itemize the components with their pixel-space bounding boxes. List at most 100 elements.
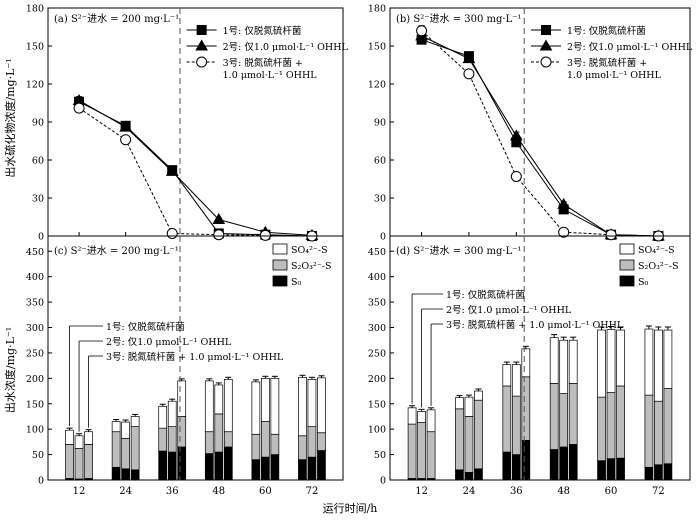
panel-c-bar-segment-s2o3	[74, 448, 84, 480]
panel-b-marker-circle	[416, 25, 428, 37]
panel-b-line-chart: 0 30 60 90 120 150 180 (b) S²⁻进水 = 300 mg·L⁻¹ 1号…	[368, 4, 693, 243]
panel-c-bar-segment-s2o3	[204, 431, 214, 454]
panel-d-plot-frame	[389, 235, 691, 481]
panel-c-bar-segment-so4	[177, 380, 187, 417]
panel-d-bar-segment-so4	[549, 337, 559, 384]
panel-d-bar-segment-s2o3	[616, 385, 625, 459]
panel-c-y-tick-label: 350	[26, 298, 44, 309]
panel-c-legend-label-1: SO₄²⁻-S	[291, 245, 328, 256]
panel-c-bar-segment-so4	[167, 400, 177, 427]
panel-d-bar-segment-s0	[644, 466, 654, 481]
panel-d-x-tick-label: 12	[415, 486, 428, 497]
panel-b-legend-label-3-cont: 1.0 μmol·L⁻¹ OHHL	[567, 70, 662, 81]
panel-c-annotation-3: 3号: 脱氮硫杆菌 + 1.0 μmol·L⁻¹ OHHL	[106, 351, 284, 363]
panel-d-bar-segment-s0	[474, 468, 483, 481]
panel-a-marker-triangle	[212, 213, 226, 225]
panel-d-annotation-2: 2号: 仅1.0 μmol·L⁻¹ OHHL	[446, 304, 572, 316]
panel-c-bar-segment-s2o3	[261, 421, 270, 458]
panel-d-bar-segment-s2o3	[663, 388, 673, 465]
panel-d-bar-segment-s2o3	[455, 408, 464, 471]
panel-c-bar-segment-so4	[270, 377, 280, 435]
panel-d-y-tick-label: 300	[368, 323, 386, 334]
panel-d-bar-segment-s0	[606, 458, 616, 481]
panel-b-y-tick-label: 120	[368, 80, 386, 91]
panel-a-panel-label: (a) S²⁻进水 = 200 mg·L⁻¹	[54, 13, 179, 25]
panel-d-y-tick-label: 0	[380, 476, 386, 487]
panel-a-y-tick-label: 60	[32, 156, 44, 167]
panel-d-legend-swatch-2	[619, 259, 635, 271]
panel-c-legend-swatch-3	[272, 275, 288, 287]
panel-d-bar-segment-s0	[616, 457, 625, 481]
panel-c-bar-segment-s2o3	[214, 413, 224, 453]
panel-c-bar-segment-so4	[84, 431, 93, 445]
panel-c-bar-segment-s0	[317, 450, 326, 481]
panel-c-bar-segment-so4	[261, 377, 270, 422]
panel-d-bar-segment-s2o3	[597, 396, 606, 462]
panel-b-marker-triangle	[557, 197, 571, 209]
panel-b-legend-label-3: 3号: 脱氮硫杆菌 +	[567, 57, 647, 69]
panel-a-marker-triangle	[165, 164, 179, 176]
panel-c-bar-segment-s2o3	[270, 433, 280, 455]
panel-d-y-tick-label: 100	[368, 425, 386, 436]
panel-b-marker-circle	[605, 229, 617, 241]
panel-c-bar-segment-so4	[158, 405, 168, 429]
panel-a-legend-label-2: 2号: 仅1.0 μmol·L⁻¹ OHHL	[223, 41, 349, 53]
panel-d-bar-segment-s2o3	[654, 400, 663, 466]
panel-c-annotation-2: 2号: 仅1.0 μmol·L⁻¹ OHHL	[106, 336, 232, 348]
panel-d-x-tick-label: 24	[463, 486, 476, 497]
panel-d-bar-segment-s2o3	[559, 393, 569, 448]
panel-a-legend-label-1: 1号: 仅脱氮硫杆菌	[223, 25, 302, 37]
panel-c-bar-segment-s2o3	[65, 444, 74, 479]
panel-c-bar-segment-s2o3	[158, 427, 168, 452]
panel-c-bar-segment-s0	[130, 469, 140, 481]
panel-d-x-tick-label: 72	[652, 486, 665, 497]
panel-c-bar-segment-s0	[298, 459, 307, 481]
panel-c-bar-segment-so4	[223, 379, 233, 433]
panel-a-series-line-1	[78, 101, 312, 237]
panel-d-legend-swatch-1	[619, 243, 635, 255]
panel-d-bar-segment-s2o3	[474, 399, 483, 470]
panel-c-x-tick-label: 60	[259, 486, 272, 497]
panel-c-x-tick-label: 24	[119, 486, 132, 497]
panel-d-bar-segment-s0	[654, 464, 663, 481]
panel-b-panel-label: (b) S²⁻进水 = 300 mg·L⁻¹	[396, 13, 522, 25]
panel-c-y-tick-label: 0	[38, 476, 44, 487]
panel-c-bar-segment-s2o3	[111, 431, 121, 468]
panel-c-bar-segment-so4	[317, 377, 326, 434]
panel-c-bar-segment-s0	[177, 446, 187, 481]
panel-a-y-tick-label: 0	[38, 232, 44, 243]
panel-a-marker-circle	[166, 227, 178, 239]
panel-d-y-tick-label: 250	[368, 348, 386, 359]
panel-d-legend-label-3: S₀	[638, 277, 649, 288]
panel-c-bar-segment-s2o3	[307, 426, 317, 458]
panel-d-bar-segment-so4	[455, 397, 464, 410]
panel-d-bar-segment-s0	[559, 446, 569, 481]
panel-d-bar-segment-s0	[597, 460, 606, 481]
x-axis-label: 运行时间/h	[323, 502, 378, 515]
panel-a-y-tick-label: 150	[26, 42, 44, 53]
panel-c-bar-segment-so4	[298, 376, 307, 437]
panel-c-bar-segment-s0	[121, 468, 130, 481]
panel-d-x-tick-label: 36	[510, 486, 523, 497]
panel-d-bar-segment-so4	[502, 364, 512, 387]
panel-a-marker-circle	[213, 229, 225, 241]
panel-c-y-tick-label: 50	[32, 450, 44, 461]
panel-d-y-tick-label: 50	[374, 450, 386, 461]
panel-c-bar-segment-s2o3	[130, 426, 140, 471]
panel-c-bar-segment-s0	[307, 456, 317, 481]
panel-d-bar-segment-so4	[521, 348, 531, 378]
panel-d-bar-segment-s2o3	[464, 416, 474, 473]
panel-c-y-tick-label: 300	[26, 323, 44, 334]
panel-d-bar-segment-s2o3	[502, 385, 512, 453]
panel-c-bar-segment-s0	[158, 450, 168, 481]
panel-c-bar-segment-s0	[251, 459, 261, 481]
panel-c-bar-segment-s2o3	[251, 433, 261, 461]
panel-a-y-tick-label: 120	[26, 80, 44, 91]
panel-a-marker-circle	[73, 102, 85, 114]
panel-a-y-tick-label: 30	[32, 194, 44, 205]
panel-c-y-tick-label: 400	[26, 272, 44, 283]
panel-c-stacked-bar-chart: 0 50 100 150 200 250 300 350 400 450 12 24 36 48 60 72 (…	[26, 235, 344, 497]
panel-c-plot-frame	[47, 235, 344, 481]
panel-a-legend-label-3-cont: 1.0 μmol·L⁻¹ OHHL	[223, 70, 318, 81]
